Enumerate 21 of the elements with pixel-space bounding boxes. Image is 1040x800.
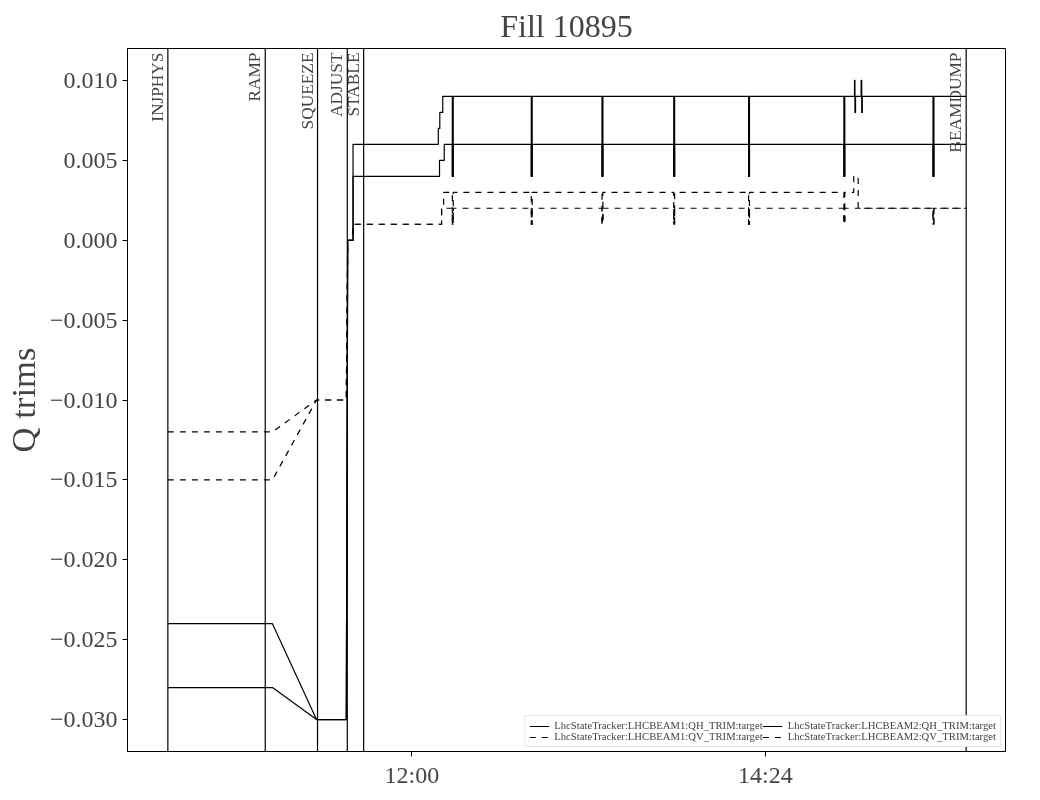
x-tick-label: 14:24 bbox=[738, 761, 793, 788]
y-tick-label: −0.030 bbox=[49, 706, 118, 733]
y-tick-label: −0.005 bbox=[49, 306, 118, 333]
legend-label: LhcStateTracker:LHCBEAM2:QH_TRIM:target bbox=[787, 720, 996, 731]
y-tick-label: 0.010 bbox=[63, 66, 118, 93]
y-tick-label: −0.025 bbox=[49, 626, 118, 653]
ref-line-label: BEAMDUMP bbox=[946, 52, 966, 153]
y-tick-label: 0.000 bbox=[63, 226, 118, 253]
legend-label: LhcStateTracker:LHCBEAM1:QV_TRIM:target bbox=[554, 731, 763, 742]
y-tick-label: −0.020 bbox=[49, 546, 118, 573]
y-tick-label: 0.005 bbox=[63, 146, 118, 173]
ref-line-label: SQUEEZE bbox=[297, 52, 317, 130]
ref-line-label: RAMP bbox=[245, 52, 265, 102]
chart-title: Fill 10895 bbox=[500, 7, 633, 44]
legend-label: LhcStateTracker:LHCBEAM2:QV_TRIM:target bbox=[787, 731, 996, 742]
x-tick-label: 12:00 bbox=[384, 761, 440, 788]
y-axis-title: Q trims bbox=[3, 347, 42, 453]
y-tick-label: −0.015 bbox=[49, 466, 118, 493]
ref-line-label: INJPHYS bbox=[147, 52, 167, 122]
legend-label: LhcStateTracker:LHCBEAM1:QH_TRIM:target bbox=[554, 720, 763, 731]
y-tick-label: −0.010 bbox=[49, 386, 118, 413]
